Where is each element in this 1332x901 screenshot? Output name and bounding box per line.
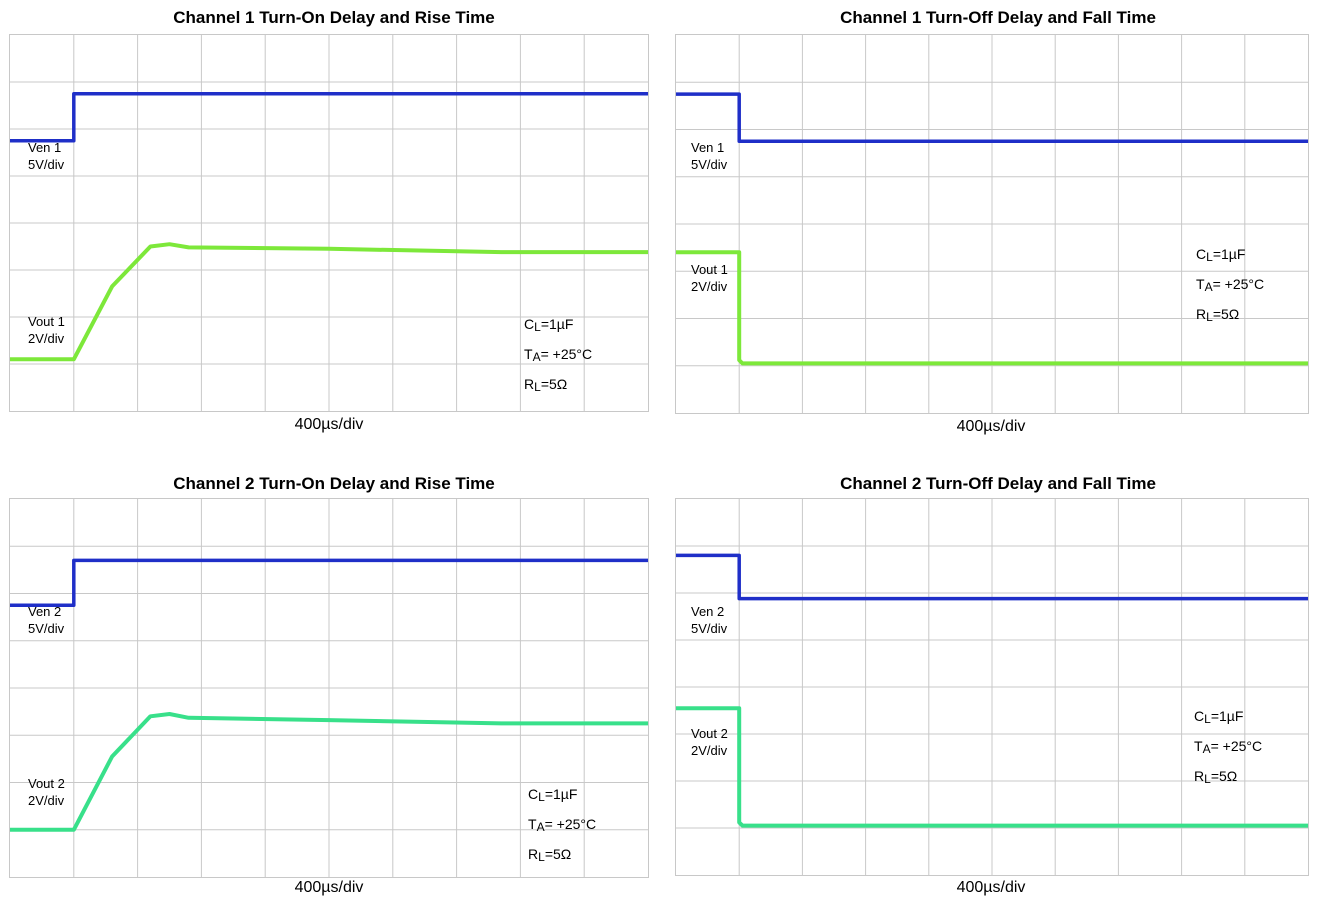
vout-name: Vout 1 xyxy=(691,262,728,277)
chart-title: Channel 2 Turn-Off Delay and Fall Time xyxy=(840,474,1156,493)
chart-panel-ch2-turn-off: Channel 2 Turn-Off Delay and Fall Time V… xyxy=(664,465,1332,901)
cl-value: 1µF xyxy=(1221,246,1246,262)
ven-label: Ven 2 5V/div xyxy=(691,603,727,637)
plot-svg xyxy=(676,35,1308,413)
condition-cl: CL=1µF xyxy=(1194,708,1244,726)
plot-svg xyxy=(676,499,1308,875)
condition-ta: TA= +25°C xyxy=(1196,276,1265,294)
scope-screen: Ven 2 5V/div Vout 2 2V/div CL=1µF TA= +2… xyxy=(675,498,1309,876)
ven-trace xyxy=(10,92,648,143)
cl-value: 1µF xyxy=(549,316,574,332)
ven-label: Ven 2 5V/div xyxy=(28,603,64,637)
condition-cl: CL=1µF xyxy=(528,786,578,804)
ven-name: Ven 2 xyxy=(691,604,725,619)
vout-name: Vout 2 xyxy=(691,726,728,741)
plot-svg xyxy=(10,499,648,877)
vout-name: Vout 2 xyxy=(28,776,65,791)
rl-value: 5Ω xyxy=(1221,306,1240,322)
rl-value: 5Ω xyxy=(1219,768,1238,784)
chart-panel-ch1-turn-on: Channel 1 Turn-On Delay and Rise Time Ve… xyxy=(0,0,660,445)
condition-rl: RL=5Ω xyxy=(528,846,572,864)
ven-trace xyxy=(10,558,648,608)
scope-screen: Ven 2 5V/div Vout 2 2V/div CL=1µF TA= +2… xyxy=(9,498,649,878)
vout-trace xyxy=(10,242,648,362)
test-conditions: CL=1µF TA= +25°C RL=5Ω xyxy=(1196,241,1264,331)
vout-scale: 2V/div xyxy=(28,331,65,346)
x-axis-label: 400µs/div xyxy=(956,418,1026,435)
condition-ta: TA= +25°C xyxy=(1194,738,1263,756)
ta-value: +25°C xyxy=(556,816,597,832)
plot-svg xyxy=(10,35,648,411)
vout-label: Vout 1 2V/div xyxy=(28,313,65,347)
ven-name: Ven 2 xyxy=(28,604,62,619)
scope-screen: Ven 1 5V/div Vout 1 2V/div CL=1µF TA= +2… xyxy=(9,34,649,412)
chart-title: Channel 1 Turn-Off Delay and Fall Time xyxy=(840,8,1156,27)
chart-title: Channel 1 Turn-On Delay and Rise Time xyxy=(173,8,495,27)
ven-scale: 5V/div xyxy=(691,621,728,636)
chart-panel-ch2-turn-on: Channel 2 Turn-On Delay and Rise Time Ve… xyxy=(0,465,660,901)
ta-value: +25°C xyxy=(1222,738,1263,754)
condition-rl: RL=5Ω xyxy=(524,376,568,394)
ven-label: Ven 1 5V/div xyxy=(28,139,64,173)
vout-scale: 2V/div xyxy=(28,793,65,808)
ven-name: Ven 1 xyxy=(28,140,62,155)
ven-scale: 5V/div xyxy=(691,157,728,172)
ven-label: Ven 1 5V/div xyxy=(691,139,727,173)
condition-ta: TA= +25°C xyxy=(528,816,597,834)
cl-value: 1µF xyxy=(1219,708,1244,724)
ven-name: Ven 1 xyxy=(691,140,725,155)
x-axis-label: 400µs/div xyxy=(294,416,364,433)
ven-scale: 5V/div xyxy=(28,157,65,172)
vout-trace xyxy=(10,712,648,832)
ven-trace xyxy=(676,92,1308,144)
condition-rl: RL=5Ω xyxy=(1194,768,1238,786)
rl-value: 5Ω xyxy=(549,376,568,392)
vout-label: Vout 2 2V/div xyxy=(691,725,728,759)
ta-value: +25°C xyxy=(1224,276,1265,292)
condition-ta: TA= +25°C xyxy=(524,346,593,364)
rl-value: 5Ω xyxy=(553,846,572,862)
vout-trace xyxy=(676,250,1308,366)
cl-value: 1µF xyxy=(553,786,578,802)
condition-cl: CL=1µF xyxy=(524,316,574,334)
ven-scale: 5V/div xyxy=(28,621,65,636)
vout-trace xyxy=(676,706,1308,828)
ta-value: +25°C xyxy=(552,346,593,362)
vout-label: Vout 1 2V/div xyxy=(691,261,728,295)
x-axis-label: 400µs/div xyxy=(294,879,364,896)
ven-trace xyxy=(676,553,1308,601)
chart-title: Channel 2 Turn-On Delay and Rise Time xyxy=(173,474,495,493)
test-conditions: CL=1µF TA= +25°C RL=5Ω xyxy=(524,311,592,401)
x-axis-label: 400µs/div xyxy=(956,879,1026,896)
vout-scale: 2V/div xyxy=(691,743,728,758)
test-conditions: CL=1µF TA= +25°C RL=5Ω xyxy=(528,781,596,871)
vout-label: Vout 2 2V/div xyxy=(28,775,65,809)
scope-screen: Ven 1 5V/div Vout 1 2V/div CL=1µF TA= +2… xyxy=(675,34,1309,414)
condition-rl: RL=5Ω xyxy=(1196,306,1240,324)
vout-scale: 2V/div xyxy=(691,279,728,294)
condition-cl: CL=1µF xyxy=(1196,246,1246,264)
chart-panel-ch1-turn-off: Channel 1 Turn-Off Delay and Fall Time V… xyxy=(664,0,1332,445)
vout-name: Vout 1 xyxy=(28,314,65,329)
test-conditions: CL=1µF TA= +25°C RL=5Ω xyxy=(1194,703,1262,793)
